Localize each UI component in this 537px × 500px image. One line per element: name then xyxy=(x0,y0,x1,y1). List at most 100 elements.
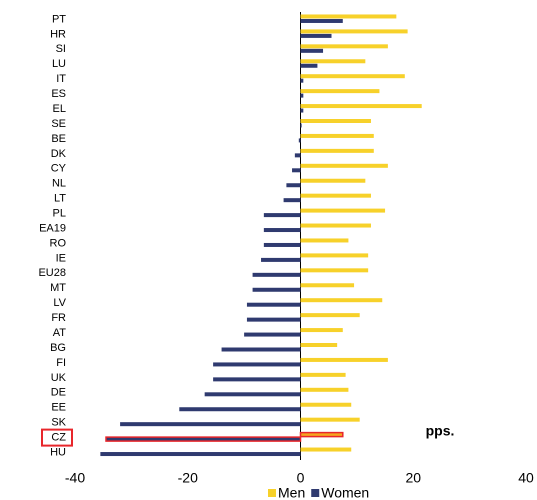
y-tick-label: AT xyxy=(53,327,67,339)
y-tick-label: IE xyxy=(56,252,66,264)
y-tick-label: CZ xyxy=(51,432,66,444)
annotation: pps. xyxy=(426,423,455,439)
y-tick-label: FR xyxy=(51,312,66,324)
bar xyxy=(100,452,301,457)
y-tick-label: MT xyxy=(50,282,66,294)
bar xyxy=(252,272,301,277)
bar xyxy=(294,153,301,158)
bar xyxy=(263,242,301,247)
y-tick-label: DK xyxy=(51,148,67,160)
bar xyxy=(300,14,397,19)
y-tick-label: SE xyxy=(51,118,66,130)
bar xyxy=(300,298,383,303)
bar xyxy=(300,89,380,94)
bar xyxy=(300,208,386,213)
bar xyxy=(246,317,301,322)
bar xyxy=(300,387,349,392)
y-tick-label: DE xyxy=(51,387,66,399)
bar xyxy=(300,29,408,34)
y-tick-label: HU xyxy=(50,446,66,458)
legend-label: Men xyxy=(278,485,305,500)
y-tick-label: SI xyxy=(56,43,66,55)
bar xyxy=(300,44,388,49)
y-tick-label: NL xyxy=(52,178,66,190)
bar xyxy=(213,362,301,367)
bar xyxy=(300,223,371,228)
bar xyxy=(300,447,352,452)
bar xyxy=(299,431,344,438)
bar xyxy=(300,313,360,318)
bar xyxy=(300,59,366,64)
y-tick-label: UK xyxy=(51,372,67,384)
y-tick-label: LV xyxy=(53,297,66,309)
bar xyxy=(300,268,369,273)
bar xyxy=(300,193,371,198)
bar xyxy=(300,417,360,422)
y-tick-label: LU xyxy=(52,58,66,70)
legend-swatch xyxy=(311,489,320,497)
bar xyxy=(263,213,301,218)
bar xyxy=(300,402,352,407)
x-tick-label: -40 xyxy=(65,470,85,486)
bar xyxy=(300,48,324,53)
bar xyxy=(246,302,301,307)
bar xyxy=(286,183,301,188)
bar xyxy=(298,138,301,143)
bar xyxy=(120,422,301,427)
bar xyxy=(300,253,369,258)
x-tick-label: 0 xyxy=(297,470,305,486)
bar xyxy=(213,377,301,382)
y-tick-label: EA19 xyxy=(39,222,66,234)
y-tick-label: CY xyxy=(51,163,67,175)
y-tick-label: EE xyxy=(51,402,66,414)
bar xyxy=(300,33,332,38)
bar xyxy=(204,392,301,397)
x-tick-label: 40 xyxy=(518,470,534,486)
y-tick-label: FI xyxy=(56,357,66,369)
bar xyxy=(300,63,318,68)
bar xyxy=(300,74,405,79)
legend-swatch xyxy=(268,489,276,497)
bar xyxy=(300,238,349,243)
x-tick-label: 20 xyxy=(405,470,421,486)
bar xyxy=(105,436,302,442)
bar xyxy=(300,328,343,333)
bar xyxy=(300,283,355,288)
y-tick-label: ES xyxy=(51,88,66,100)
bar xyxy=(300,104,422,109)
bar xyxy=(300,93,304,98)
bar xyxy=(300,119,371,123)
bar xyxy=(300,133,374,138)
y-tick-label: LT xyxy=(54,193,66,205)
bar xyxy=(300,372,346,377)
y-tick-label: BG xyxy=(50,342,66,354)
bar xyxy=(179,407,301,412)
bar xyxy=(300,18,343,23)
y-tick-label: BE xyxy=(51,133,66,145)
bar xyxy=(263,228,301,233)
bar xyxy=(300,148,374,153)
highlight-box xyxy=(41,428,73,447)
y-tick-label: HR xyxy=(50,28,66,40)
bar xyxy=(252,287,301,292)
y-tick-label: EL xyxy=(53,103,66,115)
bar xyxy=(300,108,304,113)
legend-label: Women xyxy=(321,485,369,500)
bar xyxy=(292,168,301,173)
y-tick-label: PT xyxy=(52,13,66,25)
y-tick-label: PL xyxy=(53,208,66,220)
bar xyxy=(300,178,366,183)
x-tick-label: -20 xyxy=(178,470,198,486)
y-tick-label: SK xyxy=(51,417,66,429)
bar xyxy=(261,257,301,262)
bar xyxy=(283,198,301,203)
bar xyxy=(244,332,301,337)
y-tick-label: EU28 xyxy=(38,267,66,279)
y-tick-label: IT xyxy=(56,73,66,85)
bar xyxy=(300,78,304,83)
bar xyxy=(300,123,302,128)
bar xyxy=(300,343,338,347)
bar xyxy=(300,163,388,168)
bar xyxy=(300,357,388,362)
